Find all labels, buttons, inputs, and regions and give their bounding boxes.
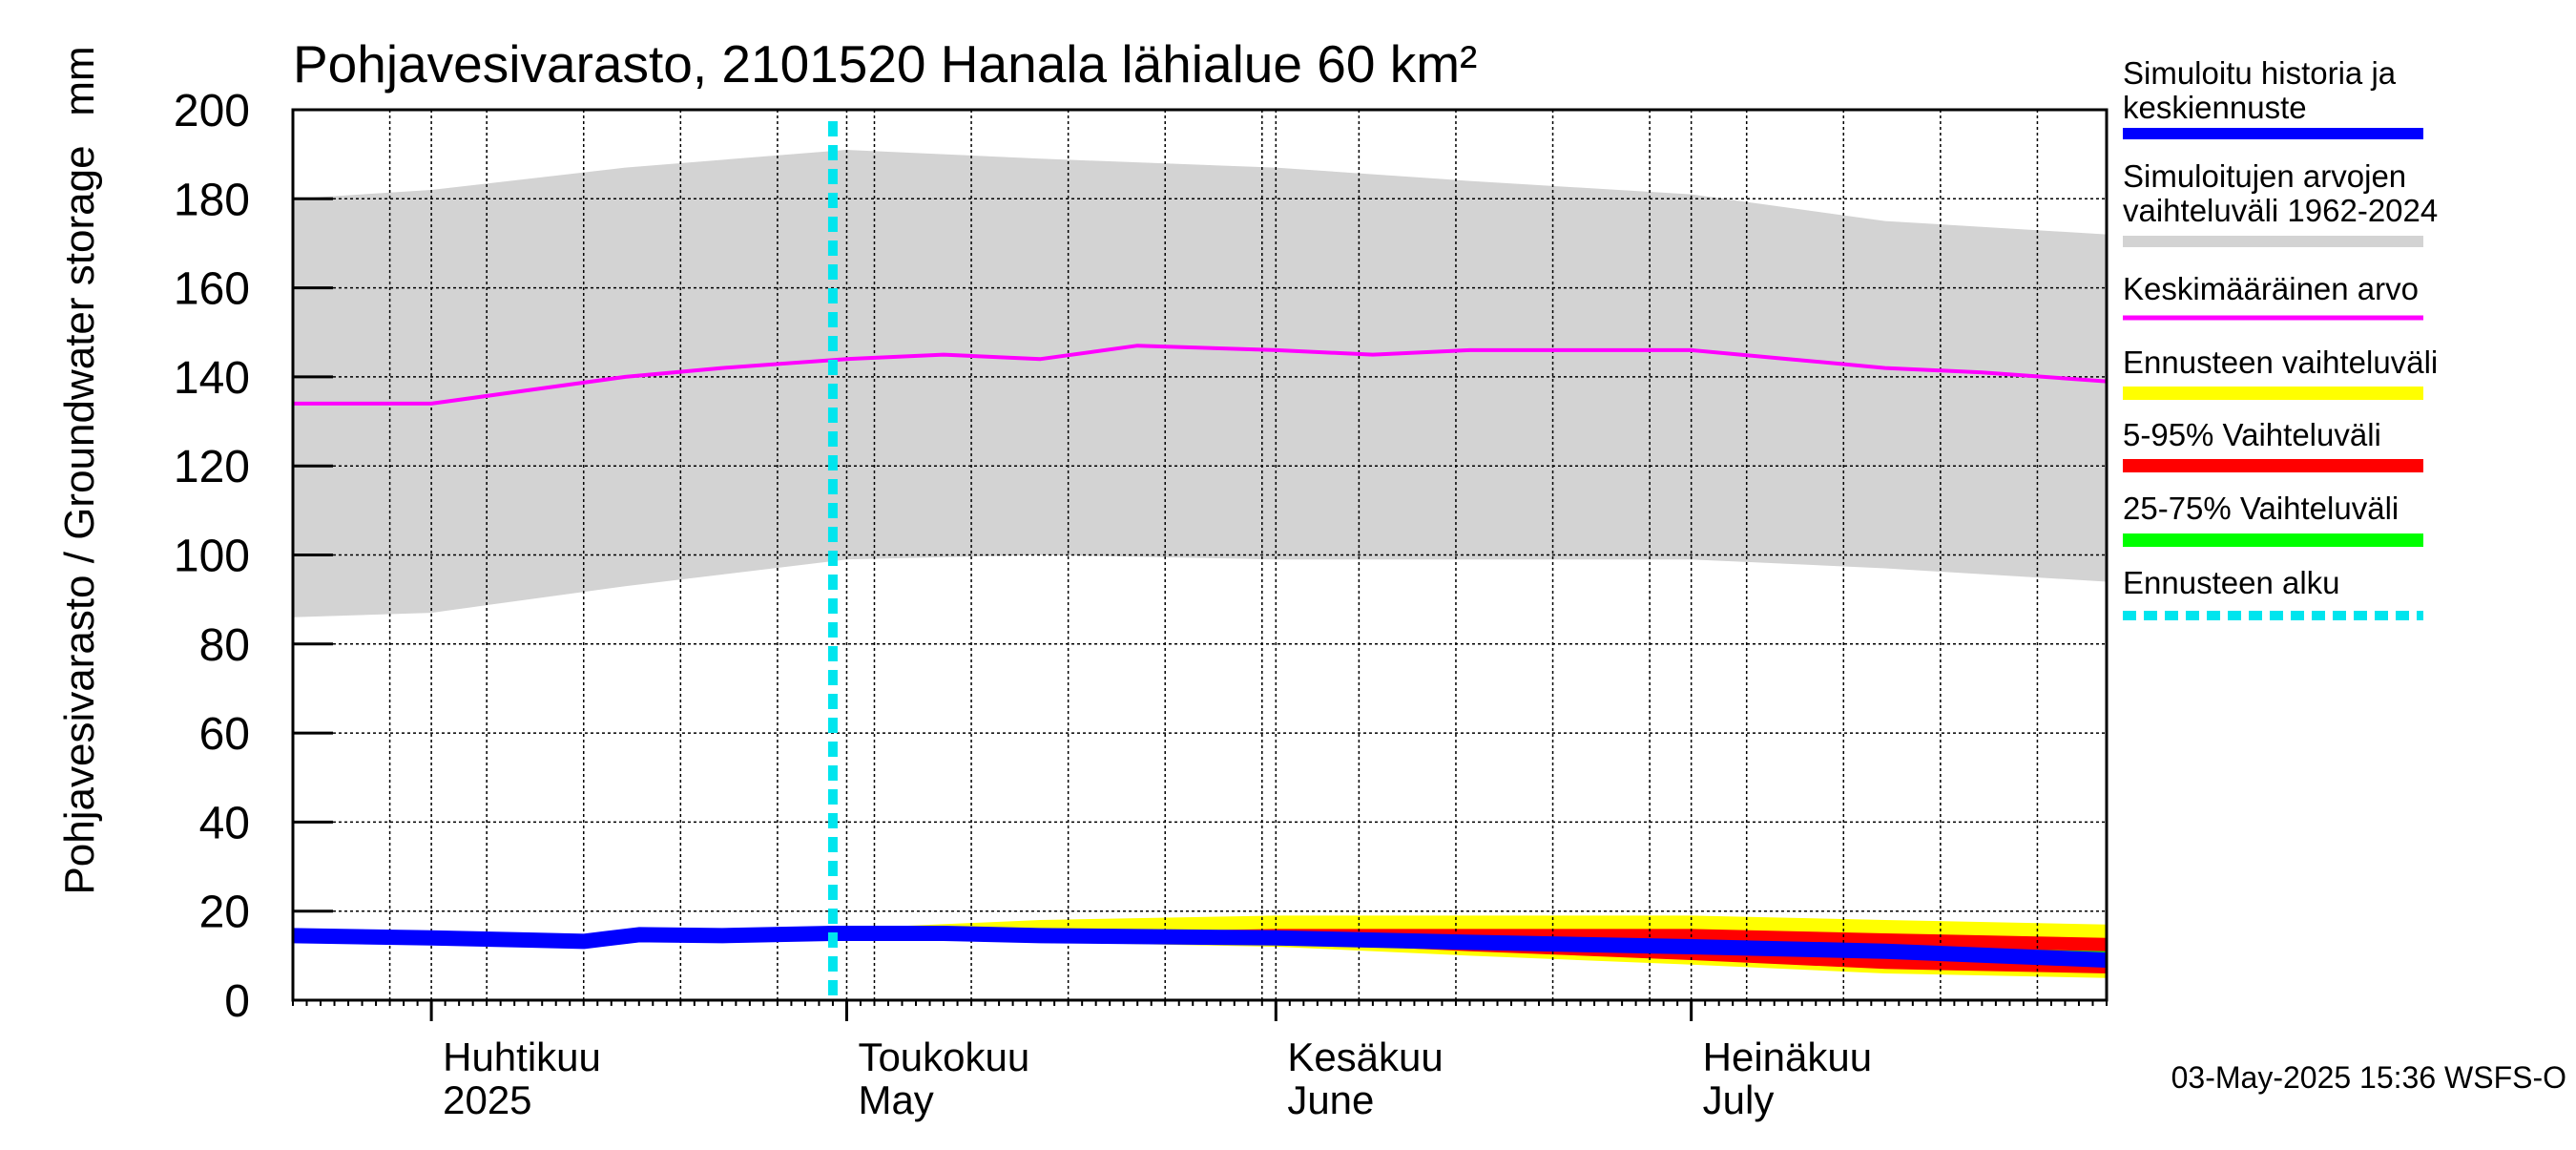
x-month-label-en: June [1287, 1077, 1374, 1122]
legend-item-5-95-vaihteluvali: 5-95% Vaihteluväli [2123, 417, 2423, 472]
band-5-95-vaihteluvali [832, 929, 2107, 973]
band-simuloitujen-arvojen-vaihteluvali-1962-2024 [293, 150, 2107, 617]
y-axis: 0 20 40 60 80 100 120 140 160 180 200 [174, 86, 333, 1027]
legend-item-ennusteen-alku: Ennusteen alku [2123, 565, 2423, 620]
y-tick-label: 40 [199, 798, 250, 848]
chart-title: Pohjavesivarasto, 2101520 Hanala lähialu… [293, 34, 1477, 94]
legend-label: Simuloitujen arvojen [2123, 158, 2406, 194]
x-month-label-en: May [858, 1077, 933, 1122]
y-tick-label: 140 [174, 353, 250, 404]
legend-label: keskiennuste [2123, 90, 2307, 125]
y-axis-label: Pohjavesivarasto / Groundwater storage [56, 145, 103, 894]
y-tick-label: 0 [224, 976, 250, 1027]
plot-area [291, 108, 2109, 1002]
y-tick-label: 120 [174, 442, 250, 492]
legend-item-ennusteen-vaihteluvali: Ennusteen vaihteluväli [2123, 345, 2438, 400]
x-month-label-en: July [1703, 1077, 1775, 1122]
legend-label: 25-75% Vaihteluväli [2123, 491, 2399, 526]
x-month-label-fi: Kesäkuu [1287, 1035, 1443, 1079]
y-tick-label: 60 [199, 709, 250, 760]
line-simuloitu-historia-ja-keskiennuste [292, 926, 2108, 968]
legend-item-keskimaarainen-arvo: Keskimääräinen arvo [2123, 271, 2423, 321]
legend-item-25-75-vaihteluvali: 25-75% Vaihteluväli [2123, 491, 2423, 547]
legend-label: Ennusteen vaihteluväli [2123, 345, 2438, 380]
x-month-label-en: 2025 [443, 1077, 531, 1122]
x-month-label-fi: Toukokuu [858, 1035, 1029, 1079]
x-month-label-fi: Heinäkuu [1703, 1035, 1872, 1079]
y-axis-unit: mm [56, 46, 103, 115]
legend: Simuloitu historia jakeskiennusteSimuloi… [2123, 55, 2438, 620]
legend-label: Ennusteen alku [2123, 565, 2340, 600]
grid [293, 110, 2107, 1000]
legend-label: Keskimääräinen arvo [2123, 271, 2419, 306]
y-tick-label: 20 [199, 888, 250, 938]
y-tick-label: 180 [174, 175, 250, 225]
legend-label: Simuloitu historia ja [2123, 55, 2397, 91]
y-tick-label: 80 [199, 620, 250, 671]
y-tick-label: 100 [174, 532, 250, 582]
line-keskimaarainen-arvo [293, 344, 2108, 406]
legend-label: 5-95% Vaihteluväli [2123, 417, 2381, 452]
x-month-label-fi: Huhtikuu [443, 1035, 601, 1079]
legend-label: vaihteluväli 1962-2024 [2123, 193, 2438, 228]
footer-timestamp: 03-May-2025 15:36 WSFS-O [2171, 1060, 2566, 1095]
y-tick-label: 200 [174, 86, 250, 136]
y-tick-label: 160 [174, 264, 250, 315]
